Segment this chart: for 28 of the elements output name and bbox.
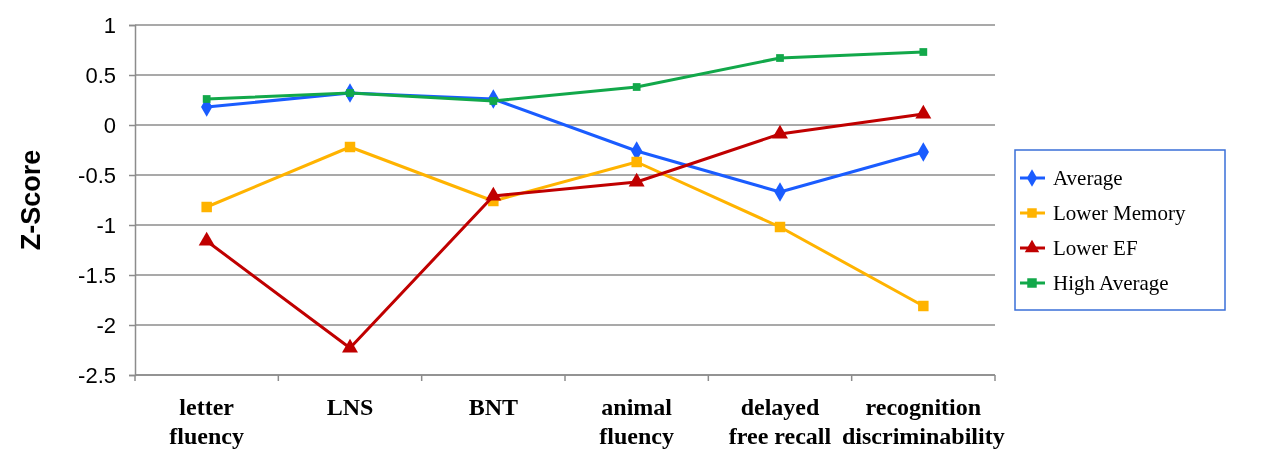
y-tick-label: 0 — [103, 112, 116, 138]
y-tick-label: -2 — [96, 312, 116, 338]
x-tick-label: LNS — [326, 394, 374, 420]
x-tick-label: letter fluency — [169, 394, 244, 449]
point — [631, 156, 642, 168]
point — [774, 221, 786, 233]
y-tick-label: -2.5 — [78, 362, 116, 388]
legend-label: Lower Memory — [1053, 201, 1186, 225]
x-tick-label: delayed free recall — [728, 394, 832, 449]
point — [202, 95, 211, 103]
point — [919, 48, 928, 56]
legend-label: Average — [1053, 166, 1123, 190]
x-tick-label: BNT — [468, 394, 519, 420]
y-tick-label: -1.5 — [78, 262, 116, 288]
legend-label: High Average — [1053, 271, 1169, 295]
point — [776, 54, 784, 62]
point — [918, 300, 929, 312]
y-tick-label: 1 — [103, 12, 116, 38]
point — [344, 141, 356, 153]
point — [201, 201, 212, 213]
x-tick-label: animal fluency — [599, 394, 674, 449]
point — [632, 83, 641, 91]
legend-label: Lower EF — [1053, 236, 1138, 260]
y-tick-label: 0.5 — [85, 62, 116, 88]
y-tick-label: -0.5 — [78, 162, 116, 188]
x-tick-label: recognition discriminability — [841, 394, 1005, 449]
y-tick-label: -1 — [96, 212, 116, 238]
y-axis-title: Z-Score — [16, 149, 46, 251]
